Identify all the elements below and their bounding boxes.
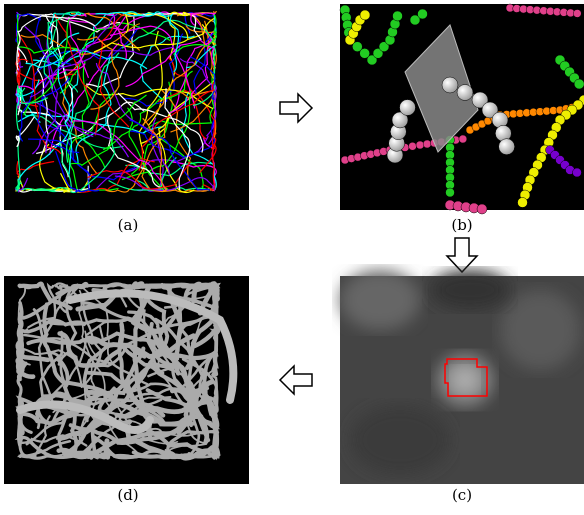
bead [400, 100, 416, 116]
bead [360, 10, 370, 20]
arrow-down [447, 238, 477, 272]
caption: (a) [118, 216, 139, 234]
caption: (c) [452, 486, 472, 504]
bead [573, 9, 581, 17]
bead [393, 11, 403, 21]
bead [518, 198, 528, 208]
bead [477, 204, 487, 214]
bead [499, 139, 515, 155]
arrow-right [280, 94, 312, 122]
bead [409, 142, 417, 150]
blob [350, 405, 450, 475]
blob [452, 367, 478, 393]
bead [459, 135, 467, 143]
blob [340, 270, 420, 330]
bead [442, 77, 458, 93]
blob [430, 270, 510, 310]
bead [416, 141, 424, 149]
arrow-left [280, 366, 312, 394]
bead [423, 140, 431, 148]
figure: (a) (b) (c) (d) [0, 0, 584, 515]
caption: (b) [451, 216, 472, 234]
bead [573, 168, 582, 177]
bead [457, 85, 473, 101]
caption: (d) [117, 486, 138, 504]
bead [446, 188, 455, 197]
bead [418, 9, 428, 19]
blob [500, 290, 580, 370]
bead [574, 79, 584, 89]
